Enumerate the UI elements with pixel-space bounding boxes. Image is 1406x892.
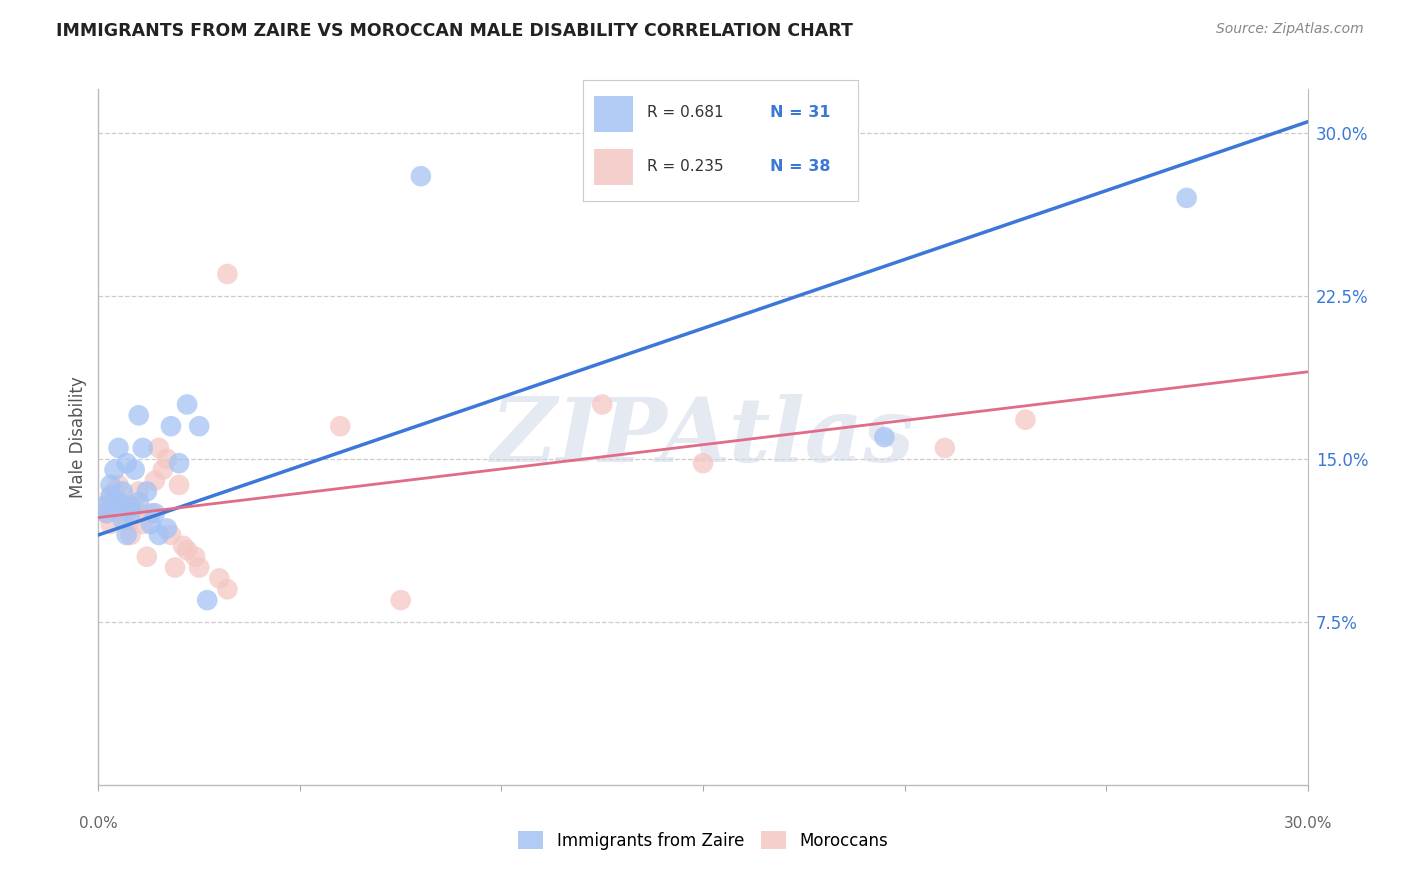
Point [188,419,211,434]
Point [591,397,613,411]
Point [100,489,122,503]
Point [143,506,166,520]
Point [120,506,142,520]
Point [1014,412,1036,426]
Point [103,484,125,499]
Point [107,478,129,492]
Y-axis label: Male Disability: Male Disability [69,376,87,498]
Point [100,478,122,492]
Point [107,506,129,520]
Point [103,463,125,477]
Point [188,560,211,574]
Point [135,484,157,499]
Point [128,495,150,509]
Point [100,516,122,531]
Point [167,456,190,470]
Legend: Immigrants from Zaire, Moroccans: Immigrants from Zaire, Moroccans [512,824,894,856]
Point [103,495,125,509]
Point [873,430,896,444]
Text: R = 0.681: R = 0.681 [647,105,723,120]
Text: N = 31: N = 31 [770,105,831,120]
Point [172,539,194,553]
Point [115,528,138,542]
Point [100,491,122,505]
Point [409,169,432,183]
Point [184,549,207,564]
Point [195,593,218,607]
Point [176,397,198,411]
Point [139,516,162,531]
Point [167,478,190,492]
Point [163,560,186,574]
Point [132,516,155,531]
Text: R = 0.235: R = 0.235 [647,160,723,175]
Point [135,549,157,564]
Text: 30.0%: 30.0% [1284,816,1331,831]
Point [389,593,412,607]
Point [128,409,150,423]
Point [111,495,134,509]
Point [160,419,183,434]
Text: 0.0%: 0.0% [79,816,118,831]
Point [91,500,114,514]
Point [115,500,138,514]
Point [156,521,179,535]
Text: IMMIGRANTS FROM ZAIRE VS MOROCCAN MALE DISABILITY CORRELATION CHART: IMMIGRANTS FROM ZAIRE VS MOROCCAN MALE D… [56,22,853,40]
Point [1175,191,1198,205]
Point [120,513,142,527]
Bar [595,149,633,185]
Text: N = 38: N = 38 [770,160,831,175]
Point [156,451,179,466]
Point [176,543,198,558]
Point [143,474,166,488]
Point [96,506,118,520]
Point [152,463,174,477]
Point [128,484,150,499]
Point [120,500,142,514]
Point [111,484,134,499]
Point [115,456,138,470]
Point [91,500,114,514]
Point [111,513,134,527]
Point [217,582,239,597]
Point [124,463,146,477]
Point [139,506,162,520]
Point [132,441,155,455]
Point [934,441,956,455]
Point [124,500,146,514]
Text: Source: ZipAtlas.com: Source: ZipAtlas.com [1216,22,1364,37]
Point [148,528,170,542]
Point [111,506,134,520]
Point [208,571,231,585]
Point [96,506,118,520]
Point [107,441,129,455]
Point [148,441,170,455]
Point [120,528,142,542]
Point [103,495,125,509]
Point [107,495,129,509]
Text: ZIPAtlas: ZIPAtlas [492,394,914,480]
Point [217,267,239,281]
Point [329,419,352,434]
Bar [595,96,633,132]
Point [160,528,183,542]
Point [692,456,714,470]
